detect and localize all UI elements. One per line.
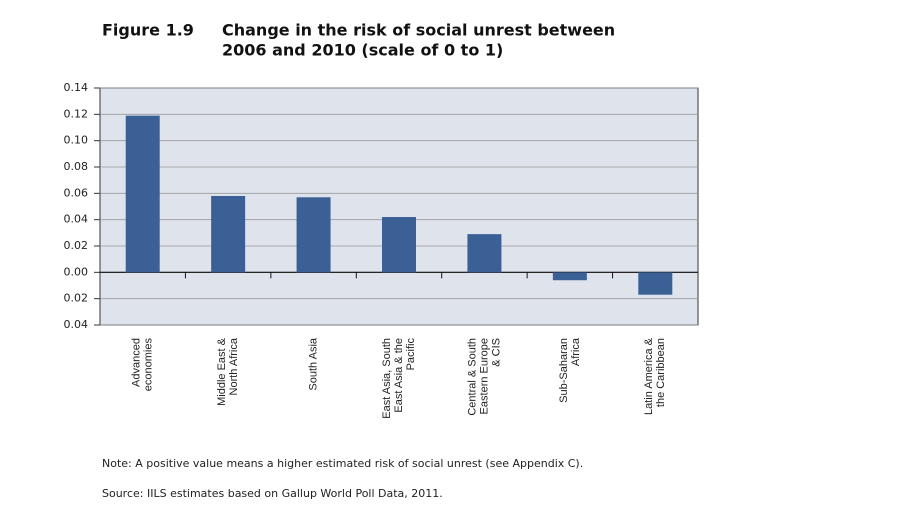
x-tick-label: South Asia (307, 337, 319, 390)
x-tick-label: Latin America & (643, 337, 655, 415)
x-tick-label: East Asia & the (393, 338, 405, 413)
x-tick-label: economies (143, 338, 155, 392)
bar (211, 195, 246, 273)
x-tick-label: Africa (570, 337, 582, 366)
y-tick-label: 0.04 (64, 318, 89, 331)
y-tick-label: 0.08 (64, 160, 89, 173)
y-tick-label: 0.00 (64, 265, 89, 278)
bar (296, 197, 331, 273)
x-tick-label: North Africa (228, 337, 240, 395)
x-tick-label: the Caribbean (655, 338, 667, 407)
bar (552, 272, 587, 281)
bar (638, 272, 673, 295)
y-tick-label: 0.02 (64, 239, 89, 252)
y-tick-label: 0.12 (64, 107, 89, 120)
chart-title: 2006 and 2010 (scale of 0 to 1) (222, 41, 503, 60)
y-tick-label: 0.06 (64, 186, 89, 199)
x-tick-label: Sub-Saharan (558, 338, 570, 403)
bar (125, 115, 160, 273)
y-tick-label: 0.10 (64, 134, 89, 147)
x-tick-label: Eastern Europe (478, 338, 490, 414)
figure-label: Figure 1.9 (102, 21, 194, 40)
source: Source: IILS estimates based on Gallup W… (102, 487, 443, 500)
x-tick-label: East Asia, South (381, 338, 393, 419)
bar (467, 234, 502, 273)
x-tick-label: Middle East & (216, 337, 228, 406)
bar (382, 217, 416, 273)
y-tick-label: 0.02 (64, 292, 89, 305)
x-tick-label: Pacific (405, 338, 417, 371)
note: Note: A positive value means a higher es… (102, 457, 583, 470)
y-tick-label: 0.04 (64, 213, 89, 226)
x-tick-label: Advanced (131, 338, 143, 387)
x-tick-label: & CIS (490, 338, 502, 367)
x-tick-label: Central & South (466, 338, 478, 416)
y-tick-label: 0.14 (64, 81, 89, 94)
plot-area (99, 87, 699, 326)
chart-title: Change in the risk of social unrest betw… (222, 21, 615, 40)
